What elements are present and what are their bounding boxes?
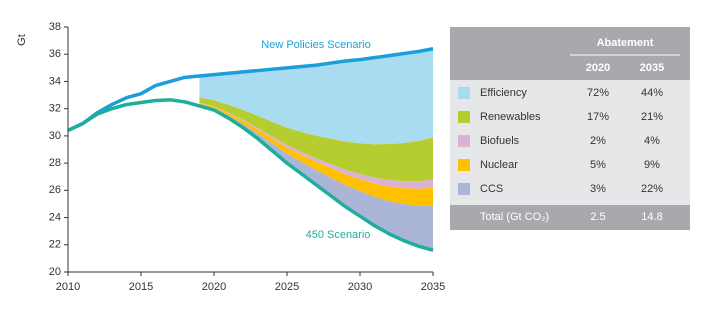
legend-swatch — [458, 87, 470, 99]
total-value: 14.8 — [641, 211, 662, 223]
y-tick-label: 32 — [49, 103, 61, 115]
table-cell: 9% — [644, 159, 660, 171]
legend-label: Biofuels — [480, 135, 520, 147]
legend-label: Efficiency — [480, 87, 527, 99]
table-total — [450, 205, 690, 230]
table-body — [450, 80, 690, 205]
table-header — [450, 27, 690, 80]
x-tick-label: 2025 — [275, 281, 299, 293]
legend-label: CCS — [480, 183, 503, 195]
table-cell: 2% — [590, 135, 606, 147]
total-label: Total (Gt CO₂) — [480, 211, 549, 223]
table-cell: 5% — [590, 159, 606, 171]
legend-swatch — [458, 183, 470, 195]
y-tick-label: 22 — [49, 239, 61, 251]
table-column: 2020 — [586, 62, 610, 74]
table-cell: 3% — [590, 183, 606, 195]
stack-area — [199, 97, 433, 182]
y-tick-label: 28 — [49, 157, 61, 169]
legend-swatch — [458, 111, 470, 123]
line — [67, 47, 434, 133]
x-tick-label: 2030 — [348, 281, 372, 293]
y-tick-label: 38 — [49, 21, 61, 33]
x-tick-label: 2010 — [56, 281, 80, 293]
legend-swatch — [458, 135, 470, 147]
table-cell: 21% — [641, 111, 663, 123]
stack-area — [199, 103, 433, 206]
legend-swatch — [458, 159, 470, 171]
table-title: Abatement — [597, 37, 654, 49]
table-column: 2035 — [640, 62, 664, 74]
table-cell: 17% — [587, 111, 609, 123]
y-tick-label: 36 — [49, 48, 61, 60]
y-axis-label: Gt — [16, 34, 28, 46]
y-tick-label: 24 — [49, 211, 61, 223]
line-label: 450 Scenario — [306, 229, 371, 241]
table-cell: 22% — [641, 183, 663, 195]
table-cell: 72% — [587, 87, 609, 99]
y-tick-label: 30 — [49, 130, 61, 142]
y-tick-label: 20 — [49, 266, 61, 278]
x-tick-label: 2015 — [129, 281, 153, 293]
line — [67, 98, 434, 252]
y-tick-label: 34 — [49, 75, 61, 87]
line-label: New Policies Scenario — [261, 39, 370, 51]
x-tick-label: 2035 — [421, 281, 445, 293]
total-value: 2.5 — [590, 211, 605, 223]
table-cell: 44% — [641, 87, 663, 99]
stack-area — [199, 104, 433, 251]
table-cell: 4% — [644, 135, 660, 147]
legend-label: Nuclear — [480, 159, 518, 171]
stack-area — [199, 48, 433, 145]
x-tick-label: 2020 — [202, 281, 226, 293]
legend-label: Renewables — [480, 111, 541, 123]
y-tick-label: 26 — [49, 184, 61, 196]
